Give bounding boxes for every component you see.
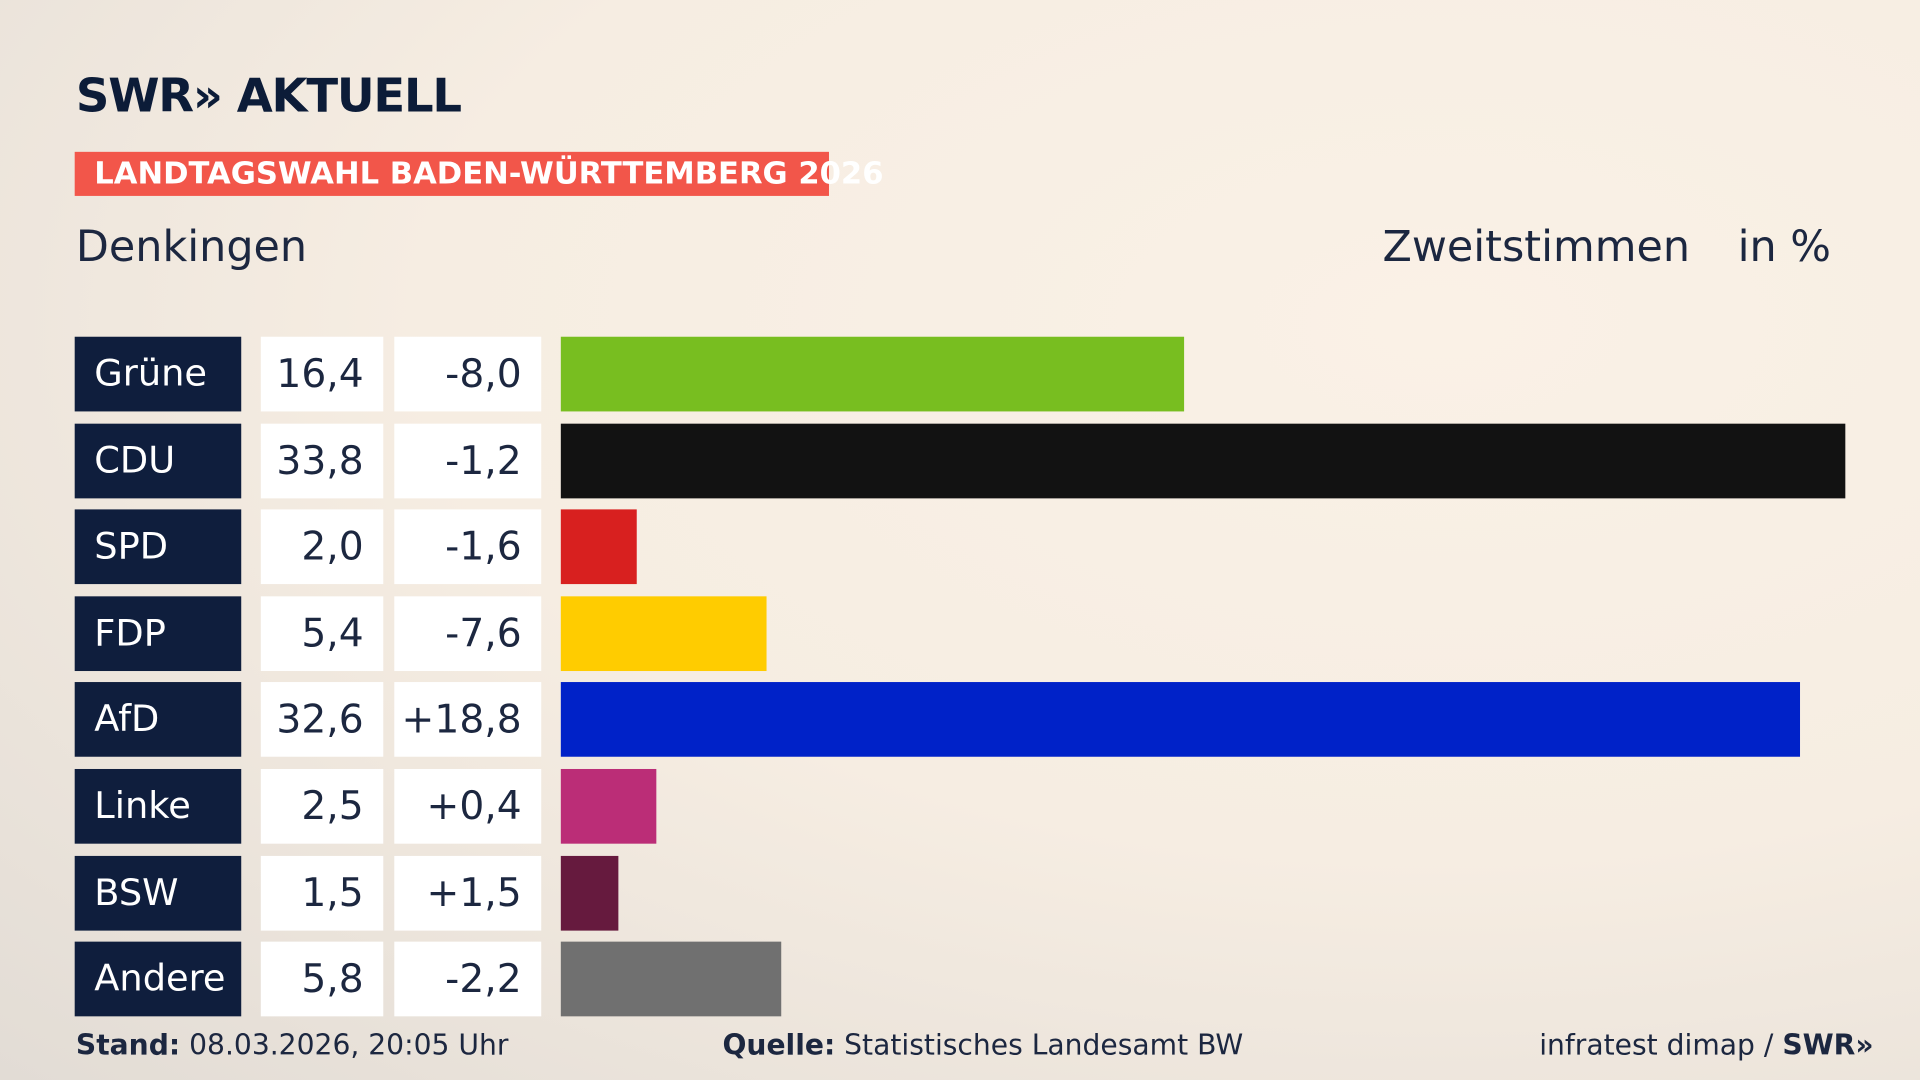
party-diff: -7,6 bbox=[394, 596, 542, 671]
party-bar bbox=[560, 855, 618, 931]
party-value: 5,8 bbox=[260, 941, 384, 1017]
party-name: SPD bbox=[74, 509, 242, 585]
source-info: Quelle: Statistisches Landesamt BW bbox=[722, 1030, 1243, 1062]
election-banner: LANDTAGSWAHL BADEN-WÜRTTEMBERG 2026 bbox=[74, 151, 884, 196]
stand-value: 08.03.2026, 20:05 Uhr bbox=[189, 1029, 509, 1062]
party-diff: -8,0 bbox=[394, 336, 542, 412]
party-name: Andere bbox=[74, 941, 242, 1017]
stand-info: Stand: 08.03.2026, 20:05 Uhr bbox=[76, 1030, 509, 1062]
party-bar bbox=[560, 509, 637, 585]
party-bar bbox=[560, 941, 782, 1017]
party-value: 2,0 bbox=[260, 509, 384, 585]
party-value: 1,5 bbox=[260, 855, 384, 931]
party-name: CDU bbox=[74, 423, 242, 498]
party-diff: +18,8 bbox=[394, 682, 542, 758]
party-bar bbox=[560, 423, 1846, 498]
party-value: 2,5 bbox=[260, 768, 384, 844]
swr-logo: SWR» bbox=[1782, 1029, 1874, 1062]
party-name: Linke bbox=[74, 768, 242, 844]
place-title: Denkingen bbox=[75, 222, 308, 272]
party-name: Grüne bbox=[74, 336, 242, 412]
stand-label: Stand: bbox=[75, 1029, 181, 1062]
party-bar bbox=[560, 768, 656, 844]
party-value: 32,6 bbox=[260, 682, 384, 758]
credit: infratest dimap / SWR» bbox=[1539, 1030, 1873, 1062]
party-row: CDU 33,8 -1,2 bbox=[0, 423, 1920, 498]
party-diff: -1,6 bbox=[394, 509, 542, 585]
party-diff: +0,4 bbox=[394, 768, 542, 844]
source-label: Quelle: bbox=[722, 1029, 836, 1062]
party-diff: -2,2 bbox=[394, 941, 542, 1017]
party-row: Linke 2,5 +0,4 bbox=[0, 768, 1920, 844]
party-value: 16,4 bbox=[260, 336, 384, 412]
party-row: FDP 5,4 -7,6 bbox=[0, 596, 1920, 671]
party-bar bbox=[560, 336, 1185, 412]
party-name: FDP bbox=[74, 596, 242, 671]
unit-label: in % bbox=[1737, 222, 1831, 272]
party-name: BSW bbox=[74, 855, 242, 931]
party-row: BSW 1,5 +1,5 bbox=[0, 855, 1920, 931]
credit-text: infratest dimap / bbox=[1539, 1029, 1774, 1062]
swr-aktuell-logo: SWR» AKTUELL bbox=[75, 68, 462, 123]
source-value: Statistisches Landesamt BW bbox=[844, 1029, 1244, 1062]
party-row: Andere 5,8 -2,2 bbox=[0, 941, 1920, 1017]
party-value: 33,8 bbox=[260, 423, 384, 498]
party-diff: +1,5 bbox=[394, 855, 542, 931]
party-row: AfD 32,6 +18,8 bbox=[0, 682, 1920, 758]
vote-type: Zweitstimmen bbox=[1382, 222, 1691, 272]
party-value: 5,4 bbox=[260, 596, 384, 671]
party-row: Grüne 16,4 -8,0 bbox=[0, 336, 1920, 412]
party-bar bbox=[560, 596, 767, 671]
party-bar bbox=[560, 682, 1800, 758]
party-name: AfD bbox=[74, 682, 242, 758]
party-row: SPD 2,0 -1,6 bbox=[0, 509, 1920, 585]
party-diff: -1,2 bbox=[394, 423, 542, 498]
